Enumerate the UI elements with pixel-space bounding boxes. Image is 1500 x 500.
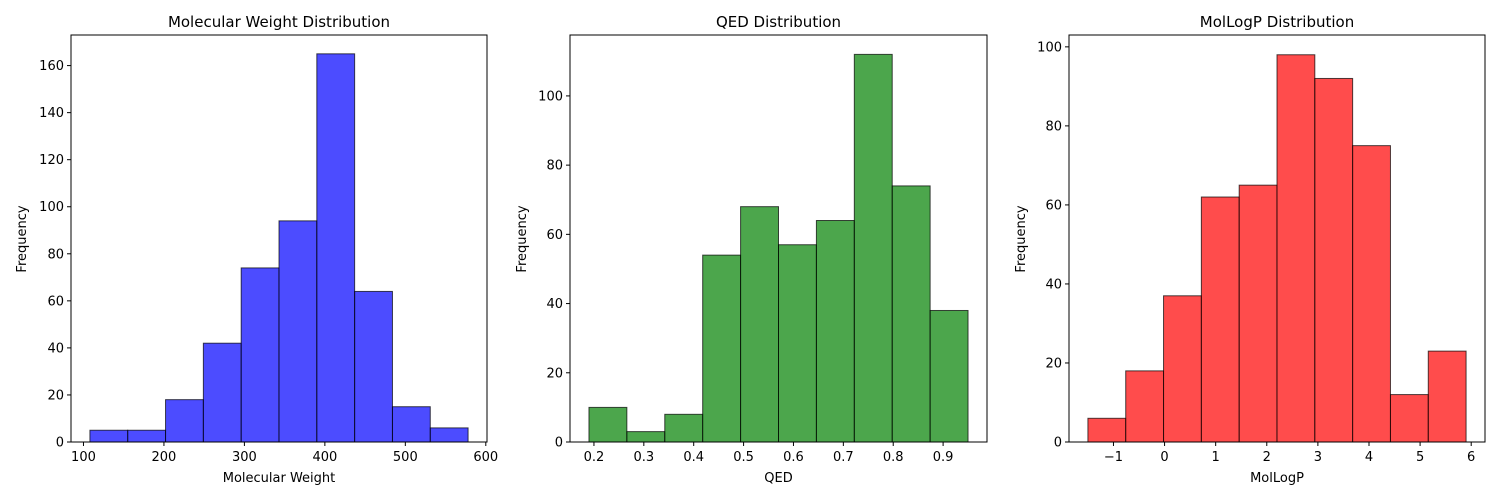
histogram-bar bbox=[740, 206, 779, 443]
x-tick-label: 0.6 bbox=[783, 450, 804, 465]
histogram-bar bbox=[429, 427, 469, 443]
y-axis-label: Frequency bbox=[15, 205, 30, 272]
histogram-bar bbox=[1276, 54, 1316, 443]
histogram-bar bbox=[1200, 196, 1240, 443]
histogram-bar bbox=[929, 309, 969, 443]
y-axis-label: Frequency bbox=[1014, 205, 1029, 272]
y-tick-label: 60 bbox=[1045, 198, 1062, 213]
x-tick-label: 2 bbox=[1263, 450, 1271, 465]
x-tick-label: 500 bbox=[393, 450, 418, 465]
axes-frame bbox=[1068, 34, 1486, 443]
y-tick-label: 40 bbox=[47, 341, 64, 356]
x-tick-label: 0 bbox=[1160, 450, 1168, 465]
histogram-bar bbox=[778, 244, 817, 443]
histogram-bar bbox=[1427, 350, 1467, 443]
x-tick-label: 0.8 bbox=[883, 450, 904, 465]
x-axis-label: QED bbox=[764, 471, 792, 486]
histogram-bar bbox=[165, 399, 204, 443]
y-tick-label: 80 bbox=[1045, 119, 1062, 134]
histogram-bar bbox=[391, 406, 431, 443]
x-tick-label: 1 bbox=[1212, 450, 1220, 465]
y-tick-label: 0 bbox=[1054, 436, 1062, 451]
x-tick-label: 4 bbox=[1365, 450, 1373, 465]
histogram-panel-molecular-weight: Molecular Weight Distribution Molecular … bbox=[15, 13, 498, 486]
histogram-bar bbox=[316, 53, 356, 443]
histogram-bar bbox=[702, 254, 742, 443]
histogram-bar bbox=[1352, 145, 1391, 443]
y-axis-label: Frequency bbox=[515, 205, 530, 272]
y-tick-label: 100 bbox=[1037, 40, 1062, 55]
y-tick-label: 20 bbox=[1045, 356, 1062, 371]
y-tick-label: 40 bbox=[546, 297, 563, 312]
x-axis-label: MolLogP bbox=[1250, 471, 1304, 486]
histogram-bar bbox=[1389, 394, 1429, 443]
axes-frame bbox=[569, 34, 988, 443]
y-tick-label: 100 bbox=[39, 200, 64, 215]
histogram-bar bbox=[1125, 370, 1165, 443]
y-tick-label: 20 bbox=[546, 366, 563, 381]
histogram-bar bbox=[664, 413, 704, 443]
y-tick-label: 120 bbox=[39, 153, 64, 168]
y-tick-label: 0 bbox=[56, 436, 64, 451]
x-tick-label: 0.9 bbox=[933, 450, 954, 465]
histogram-bar bbox=[240, 267, 280, 443]
chart-title: MolLogP Distribution bbox=[1200, 13, 1354, 31]
histogram-panel-mollogp: MolLogP Distribution MolLogP Frequency −… bbox=[1014, 13, 1486, 486]
y-tick-label: 140 bbox=[39, 106, 64, 121]
histogram-bar bbox=[1087, 417, 1127, 443]
x-tick-label: 0.3 bbox=[633, 450, 654, 465]
x-axis-label: Molecular Weight bbox=[223, 471, 336, 486]
histogram-bar bbox=[815, 220, 855, 443]
y-tick-label: 40 bbox=[1045, 277, 1062, 292]
histogram-bar bbox=[891, 185, 931, 443]
x-tick-label: 0.7 bbox=[833, 450, 854, 465]
x-tick-label: 0.2 bbox=[584, 450, 605, 465]
y-tick-label: 80 bbox=[47, 247, 64, 262]
x-tick-label: 0.4 bbox=[683, 450, 704, 465]
histogram-bar bbox=[202, 342, 242, 443]
x-tick-label: 600 bbox=[473, 450, 498, 465]
histogram-bar bbox=[127, 429, 167, 443]
y-tick-label: 160 bbox=[39, 59, 64, 74]
x-tick-label: 6 bbox=[1467, 450, 1475, 465]
y-tick-label: 60 bbox=[47, 294, 64, 309]
x-tick-label: 0.5 bbox=[733, 450, 754, 465]
histogram-bar bbox=[89, 429, 129, 443]
histogram-bar bbox=[853, 53, 893, 443]
histogram-bar bbox=[278, 220, 318, 443]
histogram-panel-qed: QED Distribution QED Frequency 0.2 0.3 0.4… bbox=[515, 13, 988, 486]
histogram-bar bbox=[1314, 77, 1354, 443]
histogram-bar bbox=[354, 290, 393, 443]
x-tick-label: 200 bbox=[152, 450, 177, 465]
y-tick-label: 60 bbox=[546, 228, 563, 243]
y-tick-label: 0 bbox=[555, 436, 563, 451]
histogram-bar bbox=[588, 406, 628, 443]
chart-title: QED Distribution bbox=[716, 13, 841, 31]
chart-title: Molecular Weight Distribution bbox=[168, 13, 390, 31]
x-tick-label: −1 bbox=[1104, 450, 1123, 465]
y-tick-label: 80 bbox=[546, 159, 563, 174]
y-tick-label: 100 bbox=[538, 89, 563, 104]
y-tick-label: 20 bbox=[47, 388, 64, 403]
x-tick-label: 300 bbox=[232, 450, 257, 465]
x-tick-label: 400 bbox=[312, 450, 337, 465]
x-tick-label: 5 bbox=[1416, 450, 1424, 465]
axes-frame bbox=[70, 34, 488, 443]
x-tick-label: 3 bbox=[1314, 450, 1322, 465]
x-tick-label: 100 bbox=[71, 450, 96, 465]
histogram-bar bbox=[1238, 184, 1278, 443]
histogram-bar bbox=[1163, 295, 1202, 443]
histogram-bar bbox=[626, 431, 666, 443]
